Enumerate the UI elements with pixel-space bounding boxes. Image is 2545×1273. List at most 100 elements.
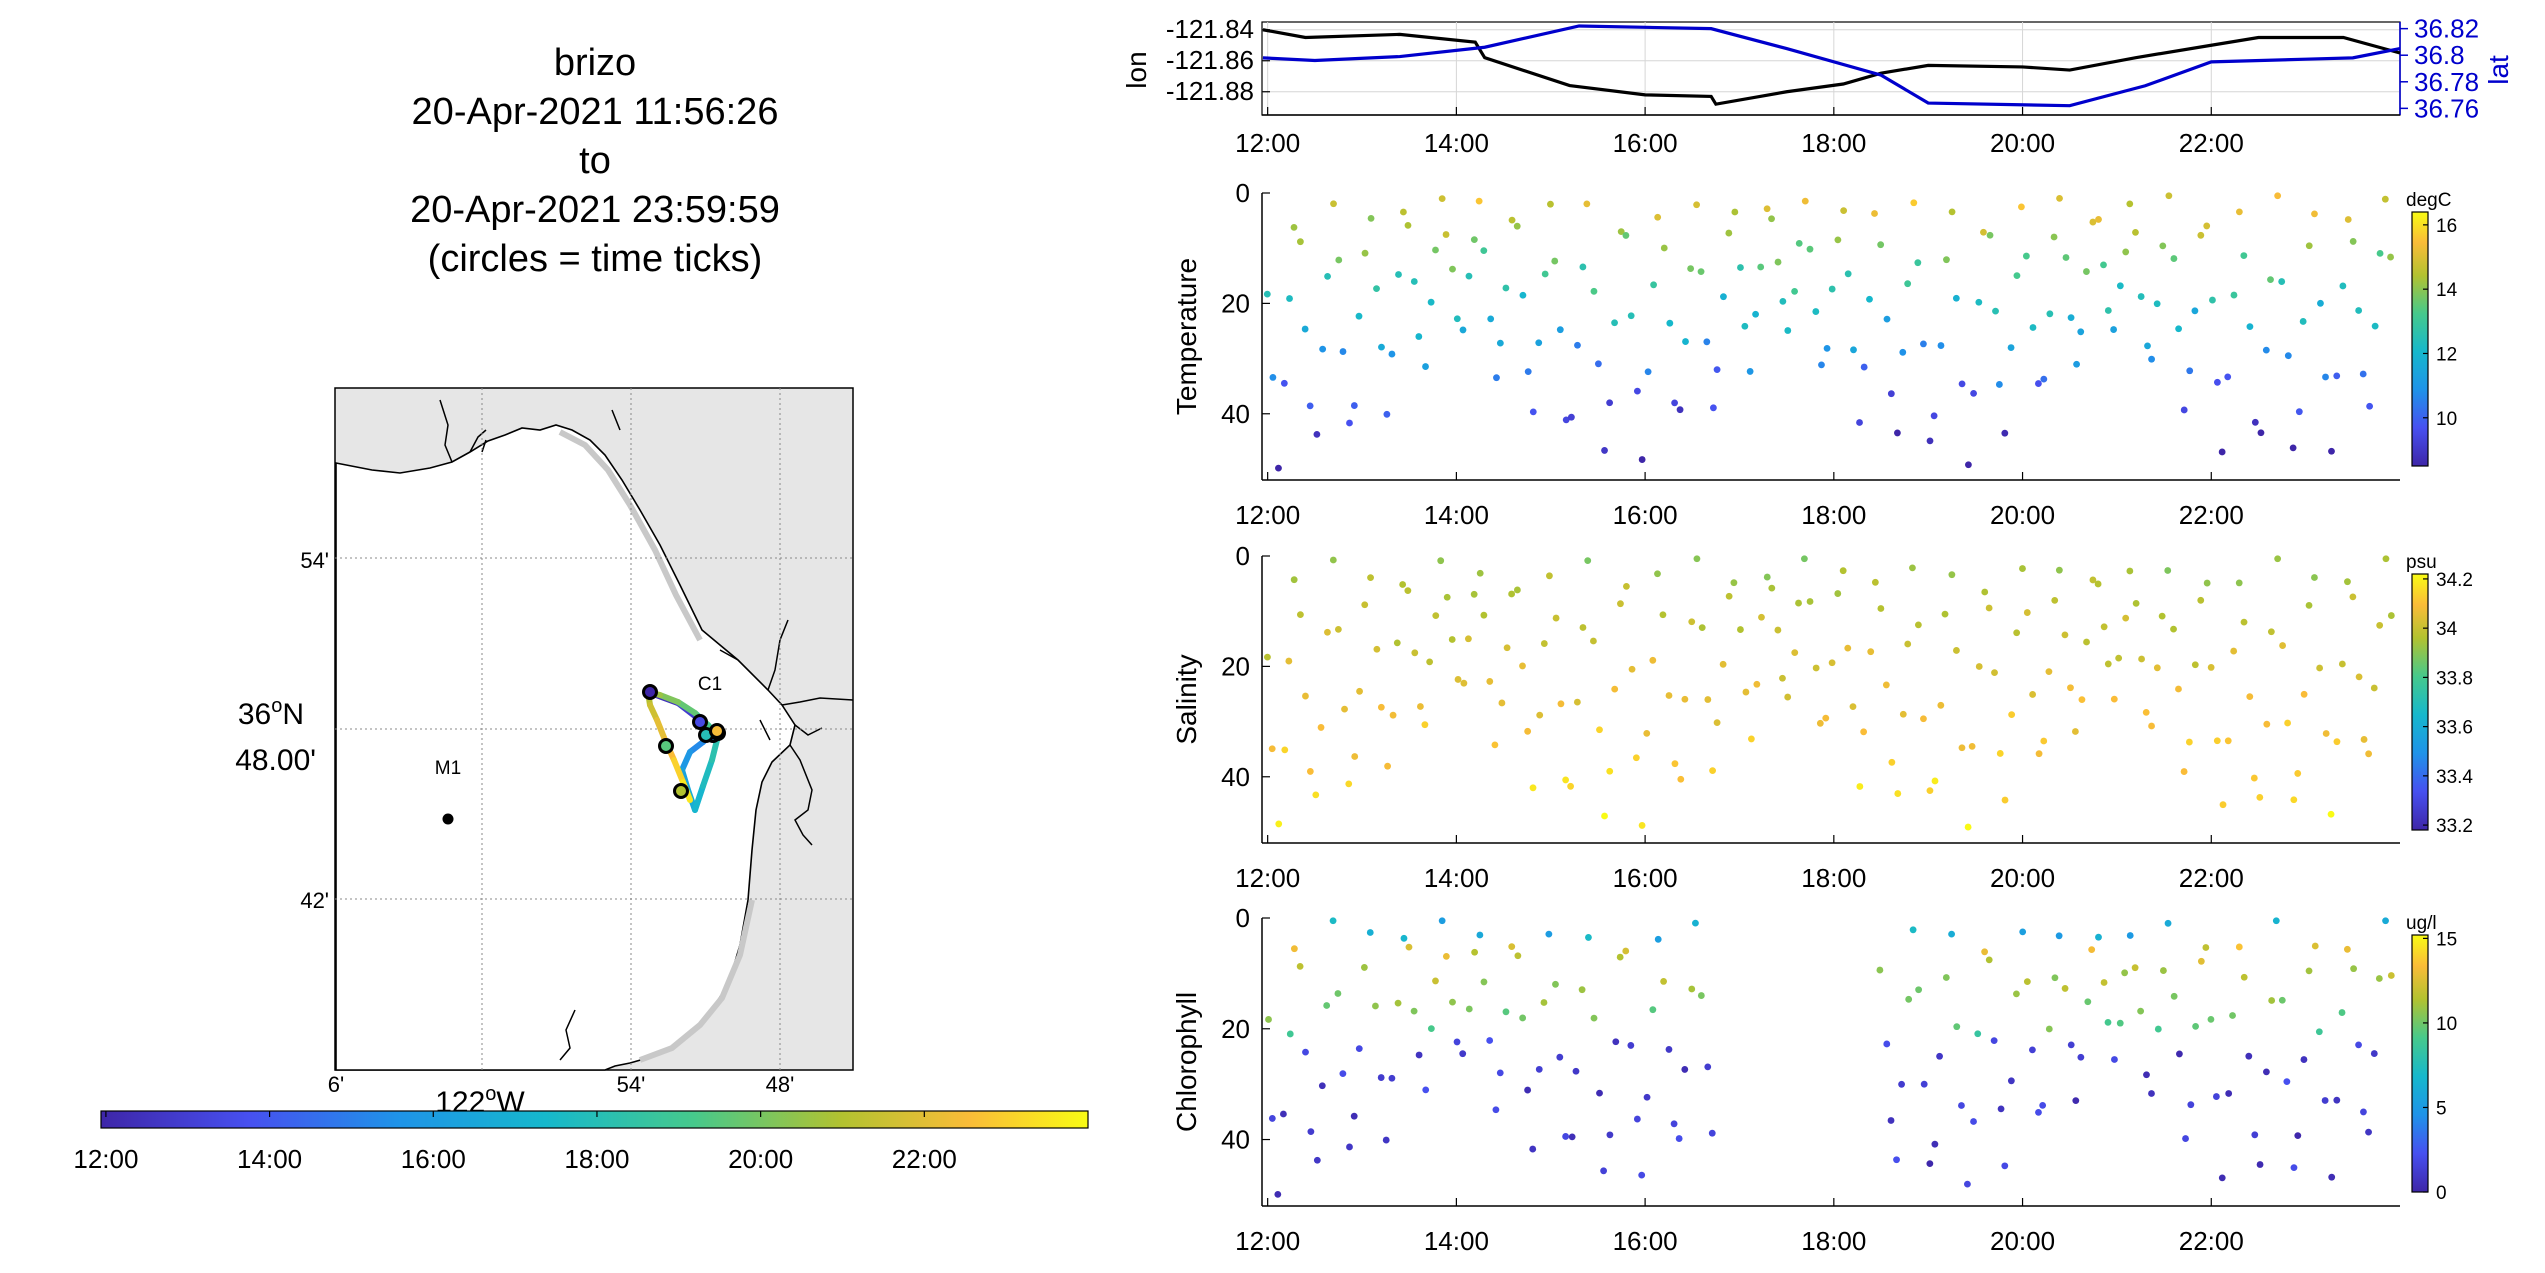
- temperature-point: [1660, 244, 1668, 252]
- temperature-point: [1313, 430, 1321, 438]
- temperature-point: [1535, 339, 1543, 347]
- chlorophyll-point: [1471, 948, 1479, 956]
- salinity-point: [2001, 796, 2009, 804]
- temperature-point: [1763, 205, 1771, 213]
- temperature-point: [1453, 315, 1461, 323]
- chlorophyll-point: [1990, 1037, 1998, 1045]
- chlorophyll-point: [1355, 1045, 1363, 1053]
- time-colorbar-tick-label: 14:00: [237, 1144, 302, 1174]
- chlorophyll-points: [1265, 917, 2395, 1198]
- chlorophyll-point: [1514, 952, 1522, 960]
- chlorophyll-point: [2365, 1128, 2372, 1136]
- temperature-point: [2104, 307, 2112, 314]
- temperature-point: [2089, 218, 2097, 226]
- salinity-point: [2142, 708, 2150, 716]
- salinity-point: [2365, 750, 2373, 758]
- salinity-point: [1975, 663, 1983, 670]
- chlorophyll-point: [1958, 1102, 1965, 1109]
- temperature-point: [2165, 192, 2173, 200]
- temperature-point: [1432, 246, 1439, 254]
- salinity-point: [1432, 612, 1440, 620]
- salinity-point: [1779, 674, 1786, 682]
- temperature-point: [1943, 256, 1950, 264]
- temperature-point: [1965, 461, 1972, 469]
- temperature-point: [2376, 249, 2384, 257]
- chlorophyll-point: [2375, 975, 2383, 982]
- salinity-point: [1698, 624, 1706, 632]
- salinity-point: [1812, 664, 1820, 672]
- temperature-point: [2274, 192, 2282, 200]
- chlorophyll-point: [1388, 1074, 1396, 1082]
- chlorophyll-point: [1704, 1063, 1712, 1071]
- salinity-point: [1264, 653, 1271, 661]
- track-segment: [679, 749, 693, 773]
- salinity-point: [2132, 599, 2140, 607]
- salinity-point: [1345, 780, 1353, 788]
- temperature-point: [2333, 372, 2341, 380]
- salinity-point: [1654, 570, 1661, 578]
- station-m1-label: M1: [435, 758, 461, 779]
- temperature-point: [1373, 285, 1380, 293]
- chlorophyll-point: [2197, 957, 2205, 965]
- temperature-point: [2083, 268, 2090, 275]
- lon-tick-6: 6': [328, 1072, 344, 1097]
- chlorophyll-point: [1415, 1051, 1423, 1059]
- chlorophyll-point: [2328, 1173, 2336, 1181]
- chlorophyll-point: [1643, 1093, 1651, 1101]
- salinity-point: [1341, 705, 1348, 713]
- chlorophyll-point: [1492, 1106, 1500, 1114]
- chlorophyll-point: [2061, 985, 2069, 992]
- temperature-point: [2116, 282, 2124, 290]
- chlorophyll-point: [2294, 1132, 2302, 1140]
- temperature-point: [2317, 299, 2324, 307]
- temperature-point: [1844, 270, 1852, 278]
- chlorophyll-point: [1585, 934, 1592, 941]
- chlorophyll-point: [1529, 1145, 1537, 1153]
- chlorophyll-point: [1649, 1006, 1657, 1014]
- chlorophyll-point: [2095, 933, 2102, 941]
- chlorophyll-point: [1590, 1014, 1598, 1022]
- chlorophyll-point: [2007, 1077, 2015, 1085]
- temperature-point: [2050, 233, 2058, 241]
- salinity-point: [1688, 618, 1696, 626]
- station-c1-label: C1: [698, 674, 722, 695]
- temperature-point: [2132, 228, 2139, 236]
- track-time-circle: [658, 738, 674, 754]
- lat-axis-title: lat: [2483, 55, 2514, 85]
- chlorophyll-point: [2360, 1108, 2367, 1116]
- salinity-y-tick-label: 40: [1221, 762, 1250, 792]
- temperature-point: [1567, 413, 1575, 421]
- temperature-point: [1899, 348, 1907, 356]
- salinity-colorbar-tick-label: 33.2: [2436, 816, 2473, 837]
- salinity-point: [1643, 730, 1651, 737]
- chlorophyll-point: [1638, 1171, 1646, 1179]
- chlorophyll-point: [1405, 943, 1413, 951]
- temperature-point: [1622, 232, 1630, 239]
- salinity-point: [1297, 611, 1304, 619]
- salinity-point: [1268, 745, 1276, 753]
- salinity-point: [1486, 678, 1494, 685]
- salinity-colorbar-tick-label: 34.2: [2436, 570, 2473, 591]
- temperature-point: [1502, 284, 1510, 292]
- chlorophyll-point: [2187, 1101, 2195, 1109]
- title-line-5: (circles = time ticks): [428, 238, 763, 280]
- salinity-point: [1546, 572, 1553, 580]
- salinity-point: [2267, 628, 2275, 636]
- temperature-point: [1583, 200, 1591, 208]
- temperature-colorbar-tick-label: 16: [2436, 216, 2457, 237]
- salinity-point: [1844, 644, 1852, 652]
- salinity-point: [1867, 648, 1875, 656]
- temperature-point: [1306, 402, 1314, 410]
- salinity-point: [2045, 668, 2053, 676]
- track-time-circle: [709, 723, 725, 739]
- salinity-point: [2294, 770, 2302, 777]
- salinity-colorbar-tick-label: 33.8: [2436, 668, 2473, 689]
- chlorophyll-point: [2202, 944, 2210, 951]
- lon-tick-label: -121.88: [1166, 76, 1254, 106]
- salinity-point: [2158, 612, 2166, 620]
- chlorophyll-colorbar-tick-label: 10: [2436, 1014, 2457, 1035]
- salinity-point: [1476, 569, 1484, 577]
- salinity-point: [1964, 823, 1972, 831]
- temperature-point: [1606, 399, 1614, 407]
- temperature-point: [1269, 374, 1277, 381]
